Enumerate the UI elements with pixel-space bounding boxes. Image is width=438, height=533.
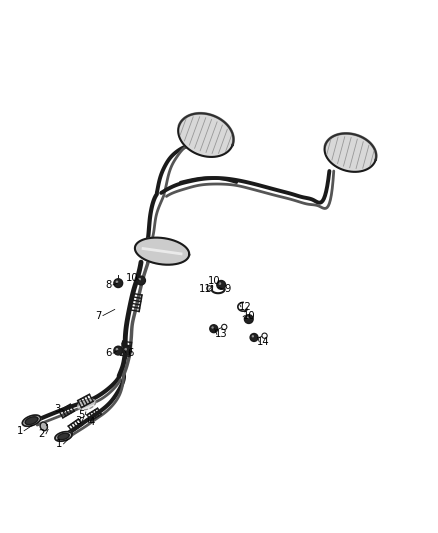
Text: 6: 6 (127, 348, 134, 358)
Circle shape (124, 348, 127, 351)
Text: 5: 5 (78, 409, 84, 419)
Polygon shape (135, 238, 189, 265)
Text: 1: 1 (17, 426, 23, 436)
Circle shape (250, 334, 258, 342)
Text: 8: 8 (106, 280, 112, 290)
Circle shape (137, 276, 145, 285)
Text: 6: 6 (106, 348, 112, 358)
Polygon shape (58, 433, 69, 440)
Circle shape (114, 279, 123, 287)
Text: 4: 4 (89, 417, 95, 427)
Polygon shape (40, 422, 47, 431)
Polygon shape (25, 417, 38, 424)
Circle shape (212, 326, 214, 329)
Text: 12: 12 (239, 302, 252, 312)
Text: 9: 9 (225, 284, 231, 294)
Circle shape (222, 324, 227, 329)
Text: 7: 7 (95, 311, 102, 320)
Circle shape (138, 278, 141, 280)
Circle shape (246, 317, 249, 319)
Circle shape (207, 286, 212, 291)
Circle shape (116, 280, 118, 283)
Text: 10: 10 (126, 273, 138, 284)
Text: 10: 10 (208, 276, 220, 286)
Polygon shape (55, 432, 72, 441)
Circle shape (217, 280, 226, 289)
Circle shape (116, 348, 118, 351)
Text: 3: 3 (54, 404, 60, 414)
Text: 2: 2 (39, 429, 45, 439)
Text: 3: 3 (75, 416, 81, 426)
Text: 13: 13 (215, 329, 227, 340)
Circle shape (252, 335, 254, 337)
Text: 1: 1 (56, 439, 62, 449)
Text: 10: 10 (243, 311, 255, 320)
Circle shape (210, 325, 218, 333)
Circle shape (123, 346, 131, 355)
Circle shape (114, 346, 123, 355)
Polygon shape (178, 113, 233, 157)
Polygon shape (325, 133, 376, 172)
Text: 11: 11 (198, 284, 212, 294)
Circle shape (244, 314, 253, 324)
Circle shape (262, 333, 267, 338)
Polygon shape (78, 399, 95, 410)
Polygon shape (22, 415, 41, 426)
Text: 14: 14 (258, 337, 270, 347)
Circle shape (219, 282, 221, 285)
